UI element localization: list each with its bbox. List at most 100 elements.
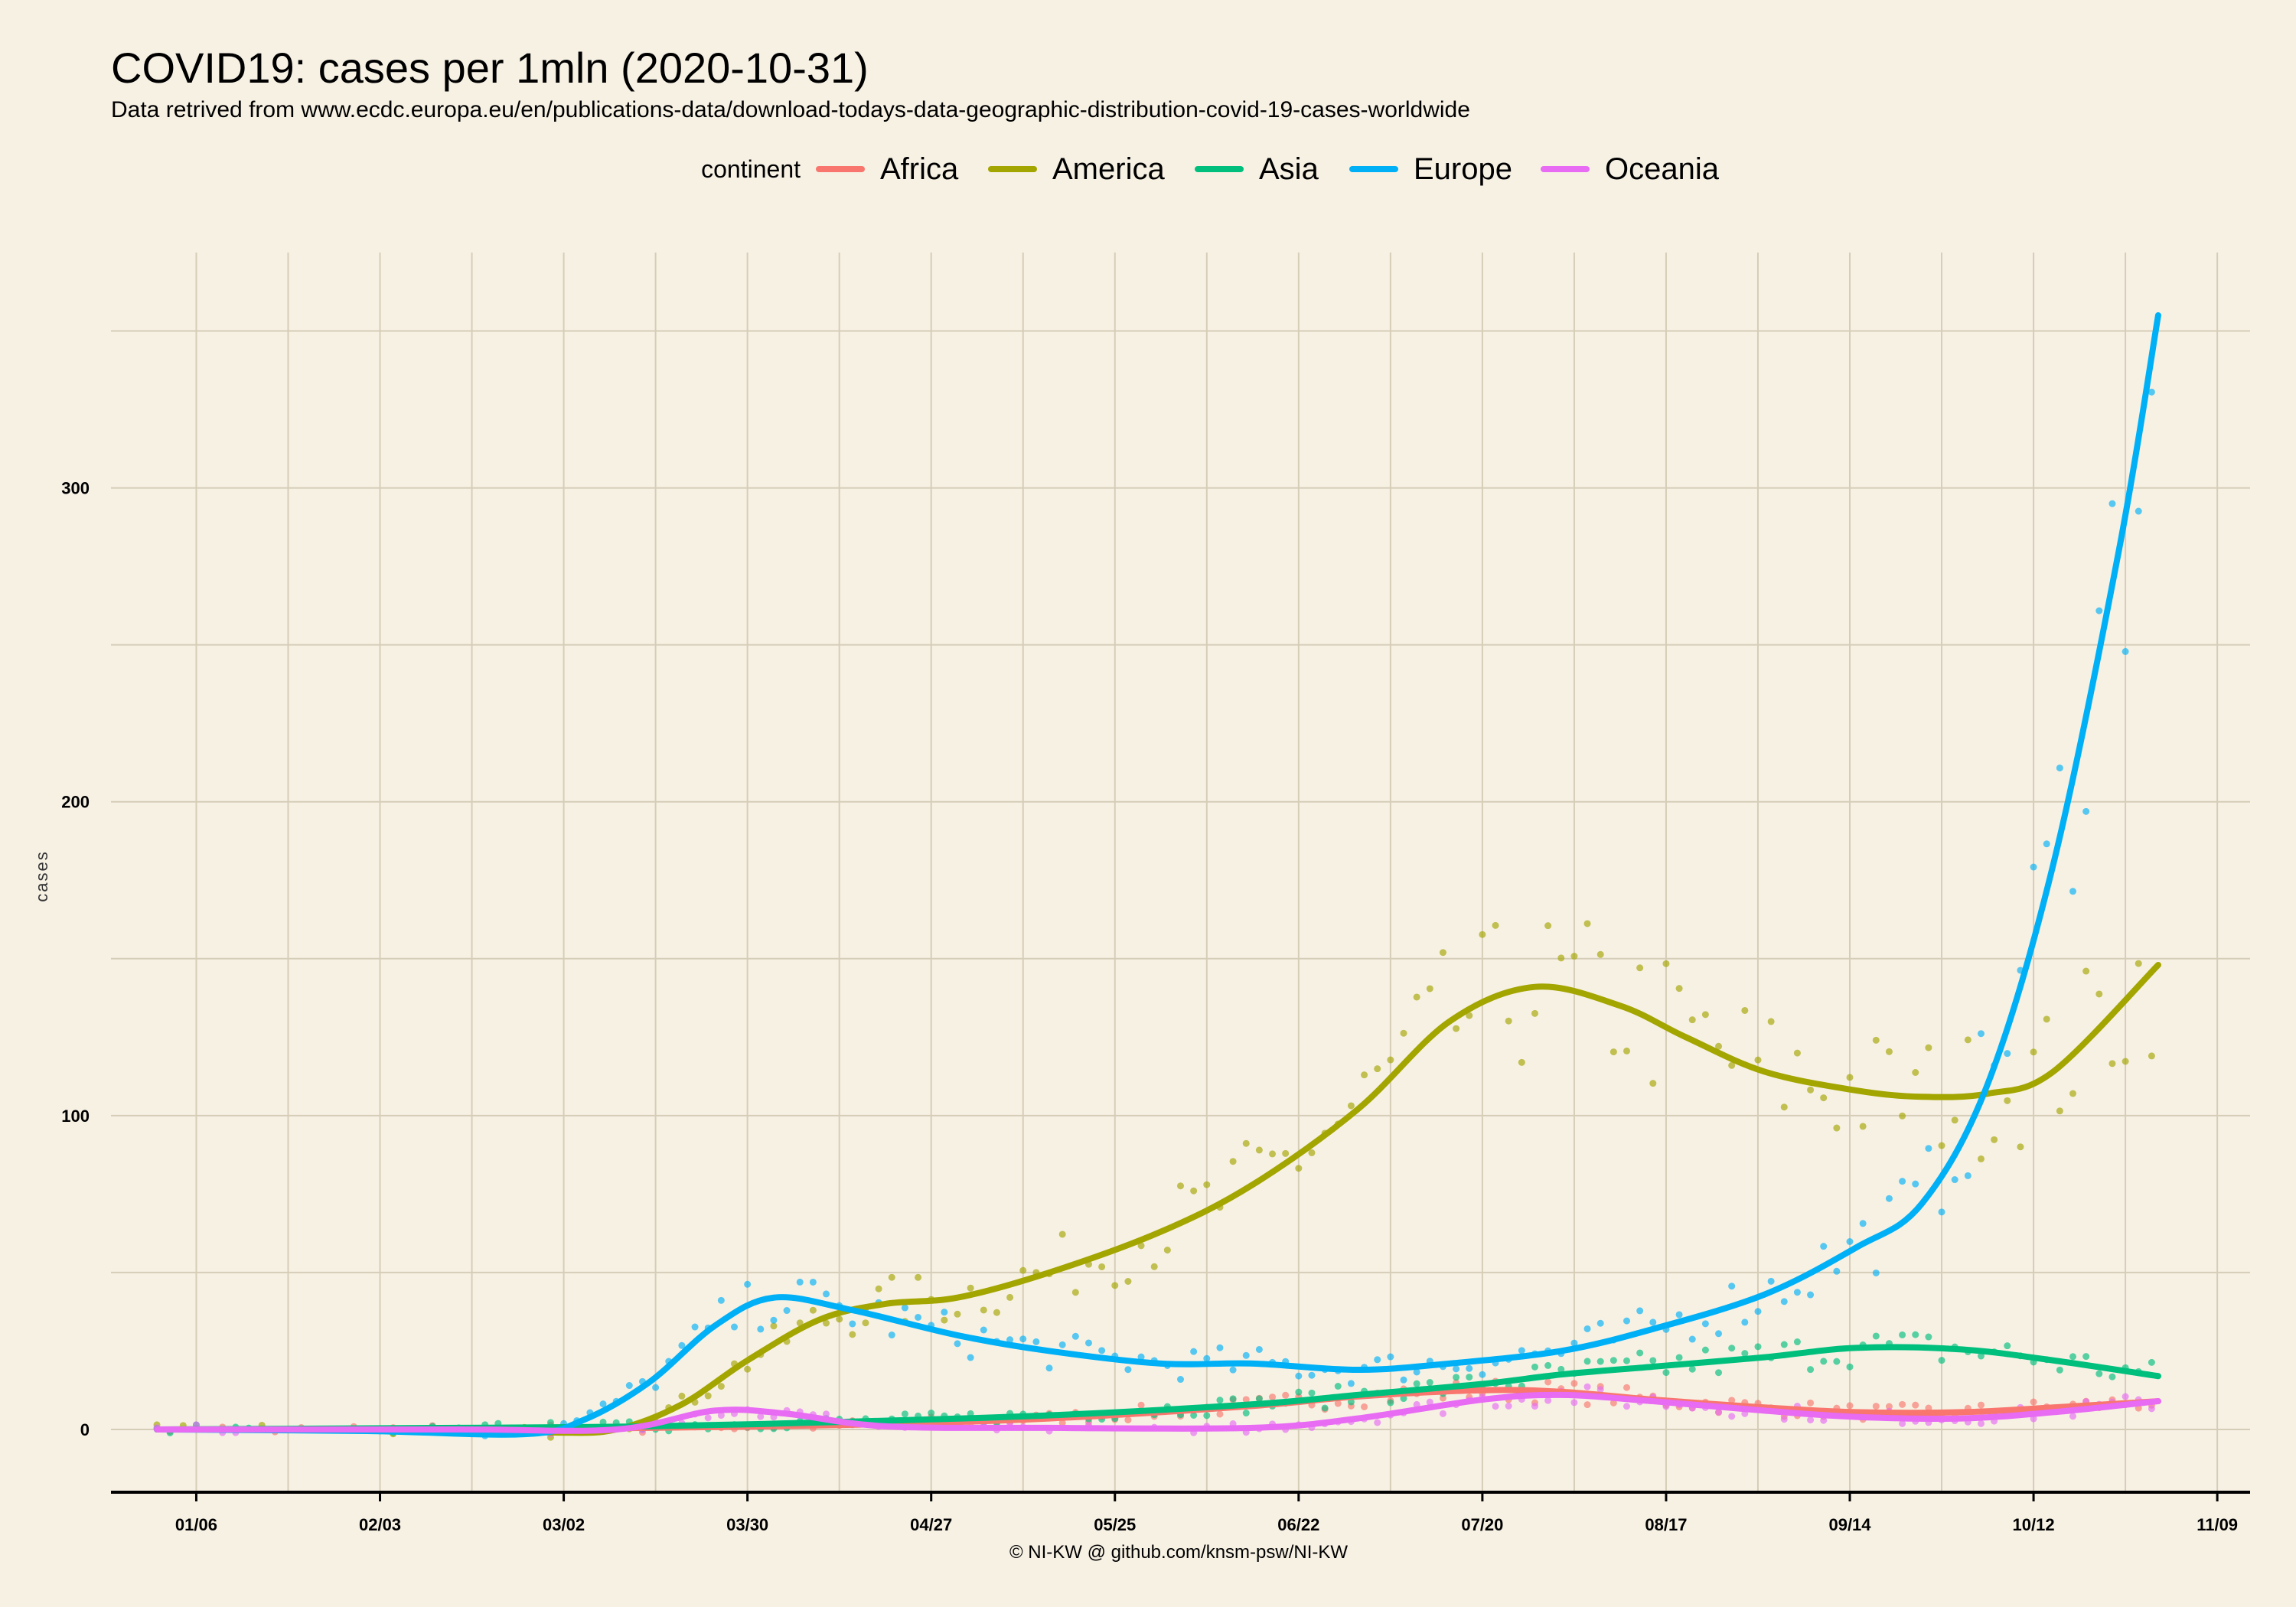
- data-point: [1754, 1343, 1762, 1351]
- data-point: [1374, 1419, 1381, 1426]
- data-point: [1150, 1263, 1158, 1270]
- data-point: [1242, 1139, 1250, 1147]
- data-point: [1912, 1331, 1919, 1338]
- axes: 01/06 02/03 03/02 03/30 04/27 05/25 06/22 07/20…: [61, 479, 2250, 1534]
- data-point: [823, 1319, 830, 1327]
- data-point: [2095, 990, 2103, 998]
- data-point: [1977, 1030, 1985, 1038]
- data-point: [704, 1392, 712, 1400]
- data-point: [1203, 1412, 1211, 1420]
- data-point: [1518, 1347, 1525, 1354]
- data-point: [1413, 1368, 1420, 1376]
- data-point: [1583, 1358, 1591, 1365]
- data-point: [928, 1410, 935, 1417]
- data-point: [1242, 1396, 1250, 1403]
- data-point: [1163, 1247, 1171, 1254]
- data-point: [1715, 1369, 1723, 1377]
- data-point: [2148, 1052, 2155, 1060]
- data-point: [691, 1323, 699, 1331]
- data-point: [1177, 1376, 1184, 1384]
- x-tick-label: 11/09: [2197, 1515, 2238, 1534]
- data-point: [2108, 1060, 2116, 1068]
- data-point: [2004, 1342, 2011, 1350]
- x-tick-label: 10/12: [2013, 1515, 2055, 1534]
- data-point: [1374, 1356, 1381, 1364]
- data-point: [1925, 1044, 1932, 1051]
- data-point: [1334, 1400, 1342, 1407]
- data-point: [1583, 1325, 1591, 1332]
- data-point: [1347, 1102, 1355, 1110]
- data-point: [2030, 1048, 2037, 1056]
- data-point: [1387, 1399, 1394, 1407]
- data-point: [1938, 1208, 1945, 1216]
- data-point: [1505, 1017, 1512, 1025]
- data-point: [1872, 1403, 1880, 1410]
- data-point: [1019, 1266, 1027, 1274]
- data-point: [980, 1306, 987, 1314]
- x-tick-label: 07/20: [1461, 1515, 1503, 1534]
- series-lines: [154, 312, 2161, 1438]
- data-point: [1190, 1411, 1198, 1419]
- data-point: [2122, 647, 2129, 655]
- legend-label-europe: Europe: [1414, 152, 1512, 186]
- data-point: [744, 1365, 752, 1373]
- data-point: [1609, 1357, 1617, 1364]
- data-point: [1570, 1339, 1578, 1347]
- data-point: [1361, 1403, 1368, 1410]
- data-point: [1058, 1231, 1066, 1238]
- data-point: [1609, 1048, 1617, 1056]
- data-point: [1203, 1354, 1211, 1362]
- data-point: [1899, 1178, 1906, 1185]
- x-tick-label: 05/25: [1094, 1515, 1136, 1534]
- data-point: [1124, 1416, 1132, 1424]
- data-point: [1793, 1338, 1801, 1346]
- legend: continent Africa America Asia Europe Oceania: [701, 152, 1720, 186]
- data-point: [1872, 1036, 1880, 1044]
- data-point: [1872, 1269, 1880, 1276]
- data-point: [980, 1326, 987, 1334]
- data-point: [1255, 1395, 1263, 1403]
- x-tick-label: 06/22: [1277, 1515, 1319, 1534]
- data-point: [599, 1400, 607, 1408]
- data-point: [1715, 1408, 1723, 1416]
- data-point: [901, 1410, 908, 1418]
- data-point: [1400, 1376, 1407, 1384]
- data-point: [1964, 1036, 1971, 1044]
- data-point: [1701, 1346, 1709, 1354]
- y-tick-label: 100: [61, 1107, 90, 1126]
- data-point: [1623, 1403, 1631, 1410]
- data-point: [2043, 1015, 2050, 1023]
- data-point: [1229, 1395, 1237, 1403]
- data-point: [1019, 1335, 1027, 1343]
- data-point: [1544, 1378, 1552, 1386]
- grid: [111, 253, 2250, 1492]
- data-point: [1137, 1353, 1145, 1361]
- data-point: [1229, 1366, 1237, 1374]
- data-point: [2004, 1050, 2011, 1058]
- data-point: [1623, 1384, 1631, 1391]
- data-point: [2082, 1353, 2090, 1361]
- data-point: [809, 1278, 817, 1286]
- x-tick-label: 02/03: [359, 1515, 401, 1534]
- data-point: [823, 1410, 830, 1418]
- data-point: [1833, 1358, 1841, 1365]
- data-point: [1308, 1389, 1316, 1397]
- data-point: [1623, 1317, 1631, 1325]
- data-point: [1544, 922, 1552, 930]
- data-point: [2095, 607, 2103, 614]
- data-point: [1820, 1416, 1828, 1424]
- data-point: [1596, 1358, 1604, 1365]
- data-point: [1400, 1395, 1407, 1403]
- data-point: [2135, 960, 2142, 967]
- data-point: [1426, 1379, 1433, 1387]
- data-point: [1767, 1018, 1775, 1025]
- data-point: [836, 1315, 843, 1323]
- data-point: [730, 1323, 738, 1331]
- data-point: [1347, 1380, 1355, 1387]
- data-point: [1190, 1187, 1198, 1195]
- data-point: [2108, 1373, 2116, 1380]
- y-tick-label: 0: [80, 1420, 90, 1439]
- data-point: [1991, 1136, 1998, 1143]
- data-point: [1361, 1071, 1368, 1079]
- data-point: [1282, 1391, 1290, 1399]
